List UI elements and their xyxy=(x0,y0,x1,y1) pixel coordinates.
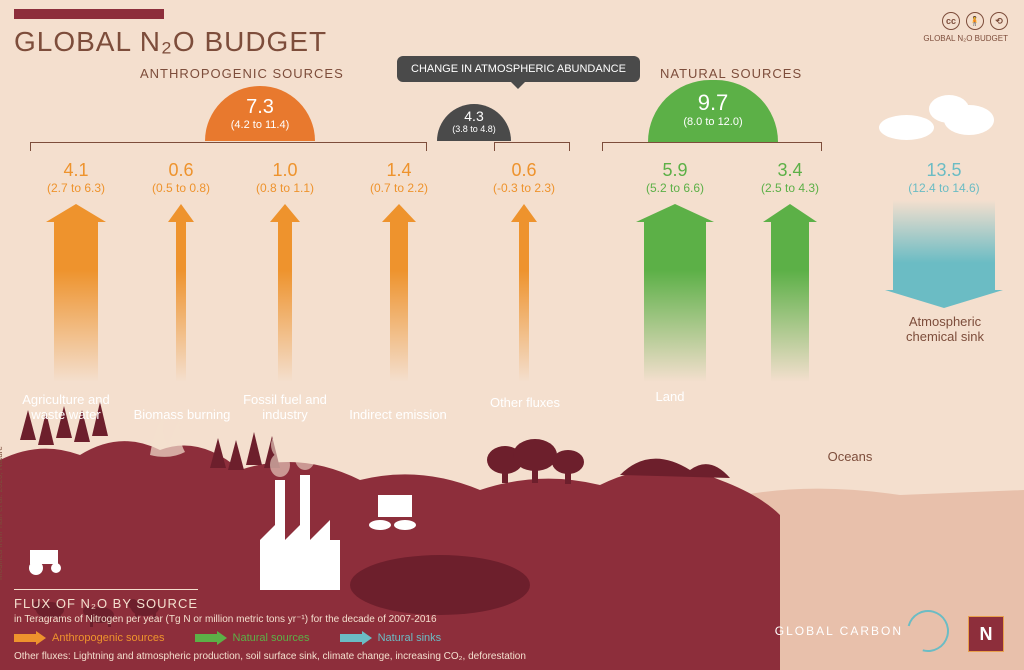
change-box: CHANGE IN ATMOSPHERIC ABUNDANCE xyxy=(397,56,640,82)
legend: Anthropogenic sources Natural sources Na… xyxy=(14,631,526,645)
change-label: CHANGE IN ATMOSPHERIC ABUNDANCE xyxy=(411,62,626,76)
natural-total: 9.7 (8.0 to 12.0) xyxy=(648,80,778,142)
footer-title: FLUX OF N₂O BY SOURCE xyxy=(14,589,198,611)
legend-arrow-icon xyxy=(340,631,372,645)
flux-value: 5.9(5.2 to 6.6) xyxy=(625,160,725,195)
flux-value: 3.4(2.5 to 4.3) xyxy=(740,160,840,195)
flux-value: 1.4(0.7 to 2.2) xyxy=(349,160,449,195)
natural-total-value: 9.7 xyxy=(648,90,778,116)
src-label-land: Land xyxy=(610,389,730,404)
anthro-bracket xyxy=(30,142,427,150)
badge-label: GLOBAL N₂O BUDGET xyxy=(923,34,1008,43)
flux-value: 0.6(0.5 to 0.8) xyxy=(131,160,231,195)
flux-value: 13.5(12.4 to 14.6) xyxy=(894,160,994,195)
footer: FLUX OF N₂O BY SOURCE in Teragrams of Ni… xyxy=(14,589,526,662)
flux-value: 1.0(0.8 to 1.1) xyxy=(235,160,335,195)
change-total: 4.3 (3.8 to 4.8) xyxy=(437,104,511,141)
n-logo: N xyxy=(968,616,1004,652)
natural-bracket xyxy=(602,142,822,150)
flux-value: 0.6(-0.3 to 2.3) xyxy=(474,160,574,195)
anthro-total-range: (4.2 to 11.4) xyxy=(205,119,315,131)
natural-category-label: NATURAL SOURCES xyxy=(660,66,802,81)
citation: Modified from Tian et al. 2020, Nature xyxy=(0,446,4,580)
gcp-logo-circle-icon xyxy=(899,602,956,659)
by-icon: 🧍 xyxy=(966,12,984,30)
src-label-oceans: Oceans xyxy=(790,449,910,464)
cc-icon: cc xyxy=(942,12,960,30)
license-badges: cc 🧍 ⟲ xyxy=(942,12,1008,30)
src-label-biomass: Biomass burning xyxy=(122,407,242,422)
gcp-logo: GLOBAL CARBON xyxy=(775,610,949,652)
footer-subtitle: in Teragrams of Nitrogen per year (Tg N … xyxy=(14,614,526,625)
cloud-icon xyxy=(929,95,969,123)
src-label-sink: Atmospheric chemical sink xyxy=(885,314,1005,344)
flux-value: 4.1(2.7 to 6.3) xyxy=(26,160,126,195)
src-label-indirect: Indirect emission xyxy=(338,407,458,422)
footer-other: Other fluxes: Lightning and atmospheric … xyxy=(14,651,526,662)
legend-arrow-icon xyxy=(14,631,46,645)
anthro-total-value: 7.3 xyxy=(205,96,315,119)
share-icon: ⟲ xyxy=(990,12,1008,30)
other-bracket xyxy=(494,142,570,150)
src-label-other: Other fluxes xyxy=(465,395,585,410)
legend-anthro: Anthropogenic sources xyxy=(14,631,165,645)
header-accent-bar xyxy=(14,9,164,19)
src-label-agriculture: Agriculture and waste water xyxy=(6,392,126,422)
legend-natural: Natural sources xyxy=(195,631,310,645)
anthro-category-label: ANTHROPOGENIC SOURCES xyxy=(140,66,344,81)
page-title: GLOBAL N₂O BUDGET xyxy=(14,26,327,58)
natural-total-range: (8.0 to 12.0) xyxy=(648,116,778,128)
anthro-total: 7.3 (4.2 to 11.4) xyxy=(205,86,315,141)
flux-arrow-down xyxy=(893,200,995,290)
legend-sink: Natural sinks xyxy=(340,631,442,645)
src-label-fossil: Fossil fuel and industry xyxy=(225,392,345,422)
cloud-icon xyxy=(879,115,934,140)
legend-arrow-icon xyxy=(195,631,227,645)
change-total-value: 4.3 xyxy=(437,108,511,124)
change-total-range: (3.8 to 4.8) xyxy=(437,124,511,134)
